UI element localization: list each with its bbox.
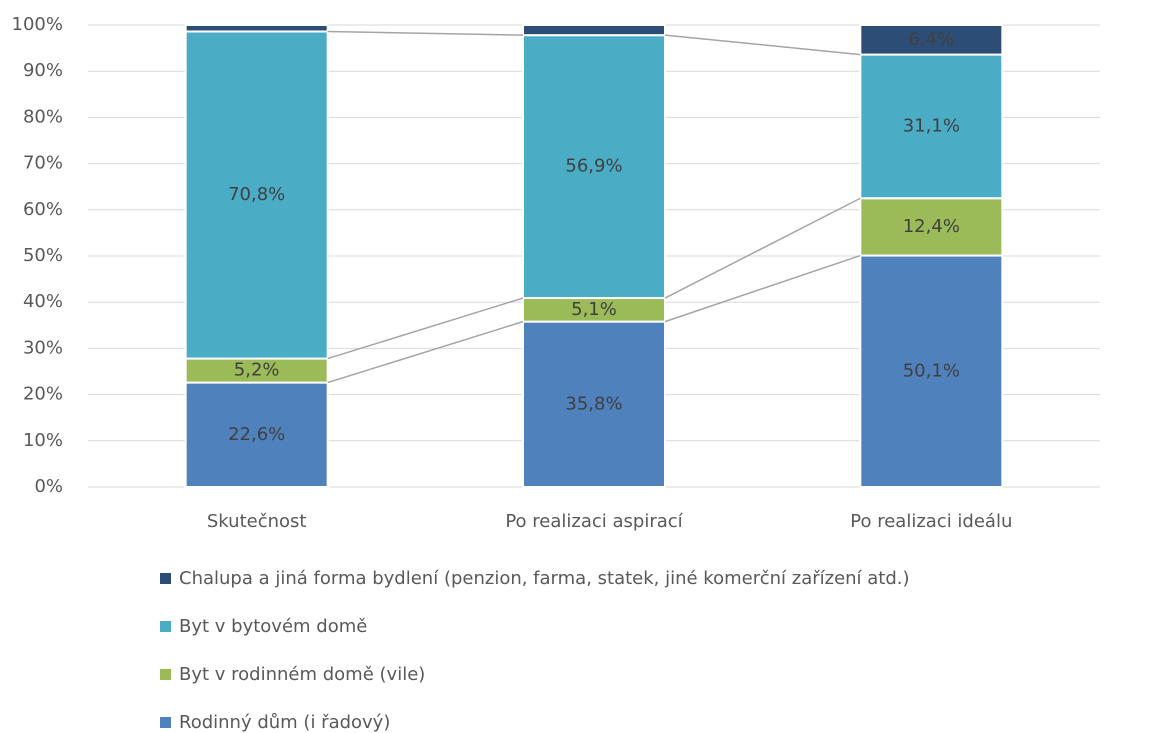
x-tick-label: Po realizaci ideálu — [850, 511, 1012, 532]
x-tick-label: Po realizaci aspirací — [505, 511, 683, 532]
series-line — [664, 197, 861, 299]
y-tick-label: 60% — [23, 199, 63, 220]
data-label: 50,1% — [903, 360, 960, 381]
series-line — [664, 254, 861, 323]
bar-segment — [184, 24, 329, 33]
legend-swatch — [160, 717, 171, 728]
legend-swatch — [160, 669, 171, 680]
bar-segment — [184, 381, 329, 489]
y-tick-label: 90% — [23, 60, 63, 81]
legend-label: Byt v bytovém domě — [179, 616, 367, 637]
legend-label: Chalupa a jiná forma bydlení (penzion, f… — [179, 568, 910, 589]
data-label: 5,1% — [571, 299, 617, 320]
legend-swatch — [160, 573, 171, 584]
y-tick-label: 30% — [23, 337, 63, 358]
data-label: 12,4% — [903, 216, 960, 237]
legend-label: Byt v rodinném domě (vile) — [179, 664, 425, 685]
data-label: 35,8% — [565, 393, 622, 414]
bar-segment — [859, 197, 1004, 257]
bar-segment — [522, 34, 666, 300]
data-label: 70,8% — [228, 184, 285, 205]
x-tick-label: Skutečnost — [207, 511, 307, 532]
bar-segment — [522, 24, 666, 37]
series-line — [664, 34, 861, 56]
y-tick-label: 100% — [12, 14, 63, 35]
bar-segment — [184, 357, 329, 384]
y-tick-label: 20% — [23, 384, 63, 405]
bar-segment — [184, 30, 329, 360]
y-tick-label: 70% — [23, 153, 63, 174]
bar-segment — [859, 24, 1004, 56]
data-label: 22,6% — [228, 424, 285, 445]
legend-label: Rodinný dům (i řadový) — [179, 712, 390, 733]
bar-segment — [859, 254, 1004, 488]
bar-segment — [859, 53, 1004, 200]
y-tick-label: 80% — [23, 106, 63, 127]
data-label: 31,1% — [903, 115, 960, 136]
y-tick-label: 40% — [23, 291, 63, 312]
data-label: 6,4% — [908, 29, 954, 50]
series-line — [327, 320, 524, 384]
data-label: 56,9% — [565, 156, 622, 177]
data-label: 5,2% — [234, 360, 280, 381]
y-tick-label: 50% — [23, 245, 63, 266]
y-tick-label: 0% — [34, 476, 63, 497]
y-tick-label: 10% — [23, 430, 63, 451]
legend-swatch — [160, 621, 171, 632]
series-line — [327, 297, 524, 360]
series-line — [327, 30, 524, 36]
bar-segment — [522, 320, 666, 488]
